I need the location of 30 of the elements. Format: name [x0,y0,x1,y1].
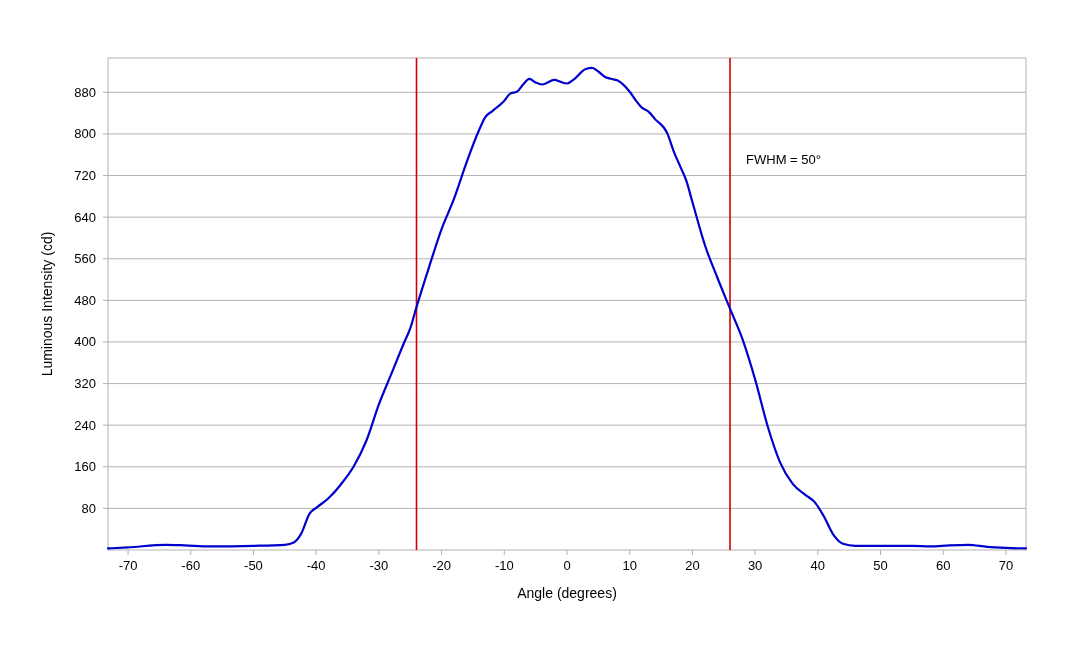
y-tick-label: 560 [74,251,96,267]
x-tick-label: -30 [369,558,389,573]
y-tick-label: 400 [74,334,96,350]
y-tick-label: 480 [74,292,96,308]
x-tick-label: 70 [998,558,1014,573]
x-tick-label: -10 [494,558,514,573]
y-axis-title: Luminous Intensity (cd) [39,231,55,377]
y-tick-label: 80 [81,500,96,516]
x-tick-label: 50 [873,558,888,573]
x-tick-label: -60 [181,558,201,573]
x-tick-label: 60 [936,558,951,573]
x-tick-label: 40 [810,558,826,573]
x-tick-label: 20 [685,558,700,573]
x-tick-label: 10 [622,558,637,573]
y-tick-label: 160 [74,459,96,475]
x-axis-title: Angle (degrees) [517,585,617,601]
annotation: FWHM = 50° [746,152,821,167]
y-tick-label: 880 [74,84,96,100]
line-series [106,66,1028,550]
y-tick-label: 240 [74,417,96,433]
x-tick-label: -20 [432,558,451,573]
x-tick-label: -50 [244,558,263,573]
y-tick-label: 720 [74,168,96,184]
x-tick-label: 30 [747,558,763,573]
x-tick-label: -40 [306,558,326,573]
y-tick-label: 640 [74,209,96,225]
x-tick-label: 0 [563,558,571,573]
y-tick-label: 320 [74,376,96,392]
y-tick-label: 800 [74,126,96,142]
x-tick-label: -70 [118,558,138,573]
